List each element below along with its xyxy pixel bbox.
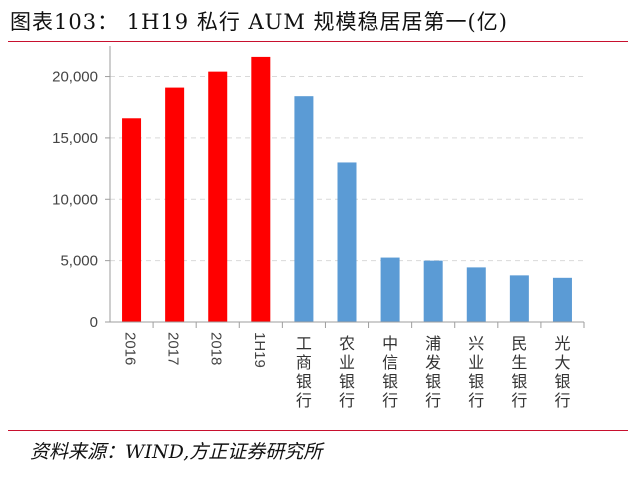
- bar-兴业银行: [466, 267, 486, 322]
- x-label-1H19: 1H19: [251, 332, 268, 368]
- x-label-2018: 2018: [208, 332, 225, 365]
- y-tick-label: 20,000: [52, 69, 98, 86]
- source-divider: [8, 430, 628, 431]
- bar-光大银行: [552, 277, 572, 322]
- x-label-2016: 2016: [122, 332, 139, 365]
- x-label-2017: 2017: [165, 332, 182, 365]
- y-tick-label: 15,000: [52, 130, 98, 147]
- bar-浦发银行: [423, 260, 443, 322]
- x-label-工商银行: 工商银行: [296, 334, 312, 410]
- y-tick-label: 0: [90, 314, 98, 331]
- y-tick-labels: 0 5,000 10,000 15,000 20,000: [52, 69, 98, 331]
- bar-中信银行: [380, 257, 400, 322]
- bar-2016: [122, 118, 142, 322]
- bar-chart: 0 5,000 10,000 15,000 20,000 2016 2017 2018 1H1…: [52, 46, 585, 410]
- bar-民生银行: [509, 275, 529, 322]
- x-label-中信银行: 中信银行: [382, 334, 398, 410]
- y-tick-label: 5,000: [60, 253, 98, 270]
- bar-工商银行: [294, 96, 314, 322]
- bars: [122, 56, 572, 323]
- y-tick-label: 10,000: [52, 191, 98, 208]
- source-note: 资料来源：WIND,方正证券研究所: [30, 441, 323, 463]
- x-label-农业银行: 农业银行: [339, 334, 355, 410]
- title-divider: [8, 41, 628, 42]
- x-label-浦发银行: 浦发银行: [425, 334, 441, 410]
- bar-1H19: [251, 56, 271, 323]
- x-label-光大银行: 光大银行: [554, 334, 570, 410]
- x-label-兴业银行: 兴业银行: [468, 334, 484, 410]
- x-category-labels: 2016 2017 2018 1H19 工商银行 农业银行 中信银行 浦发银行 兴业银行 民生银行…: [122, 332, 571, 410]
- bar-2017: [165, 87, 185, 322]
- bar-2018: [208, 71, 228, 323]
- bar-农业银行: [337, 162, 357, 322]
- chart-title: 图表103： 1H19 私行 AUM 规模稳居居第一(亿): [10, 10, 508, 34]
- axes: [105, 46, 585, 328]
- x-label-民生银行: 民生银行: [511, 334, 527, 410]
